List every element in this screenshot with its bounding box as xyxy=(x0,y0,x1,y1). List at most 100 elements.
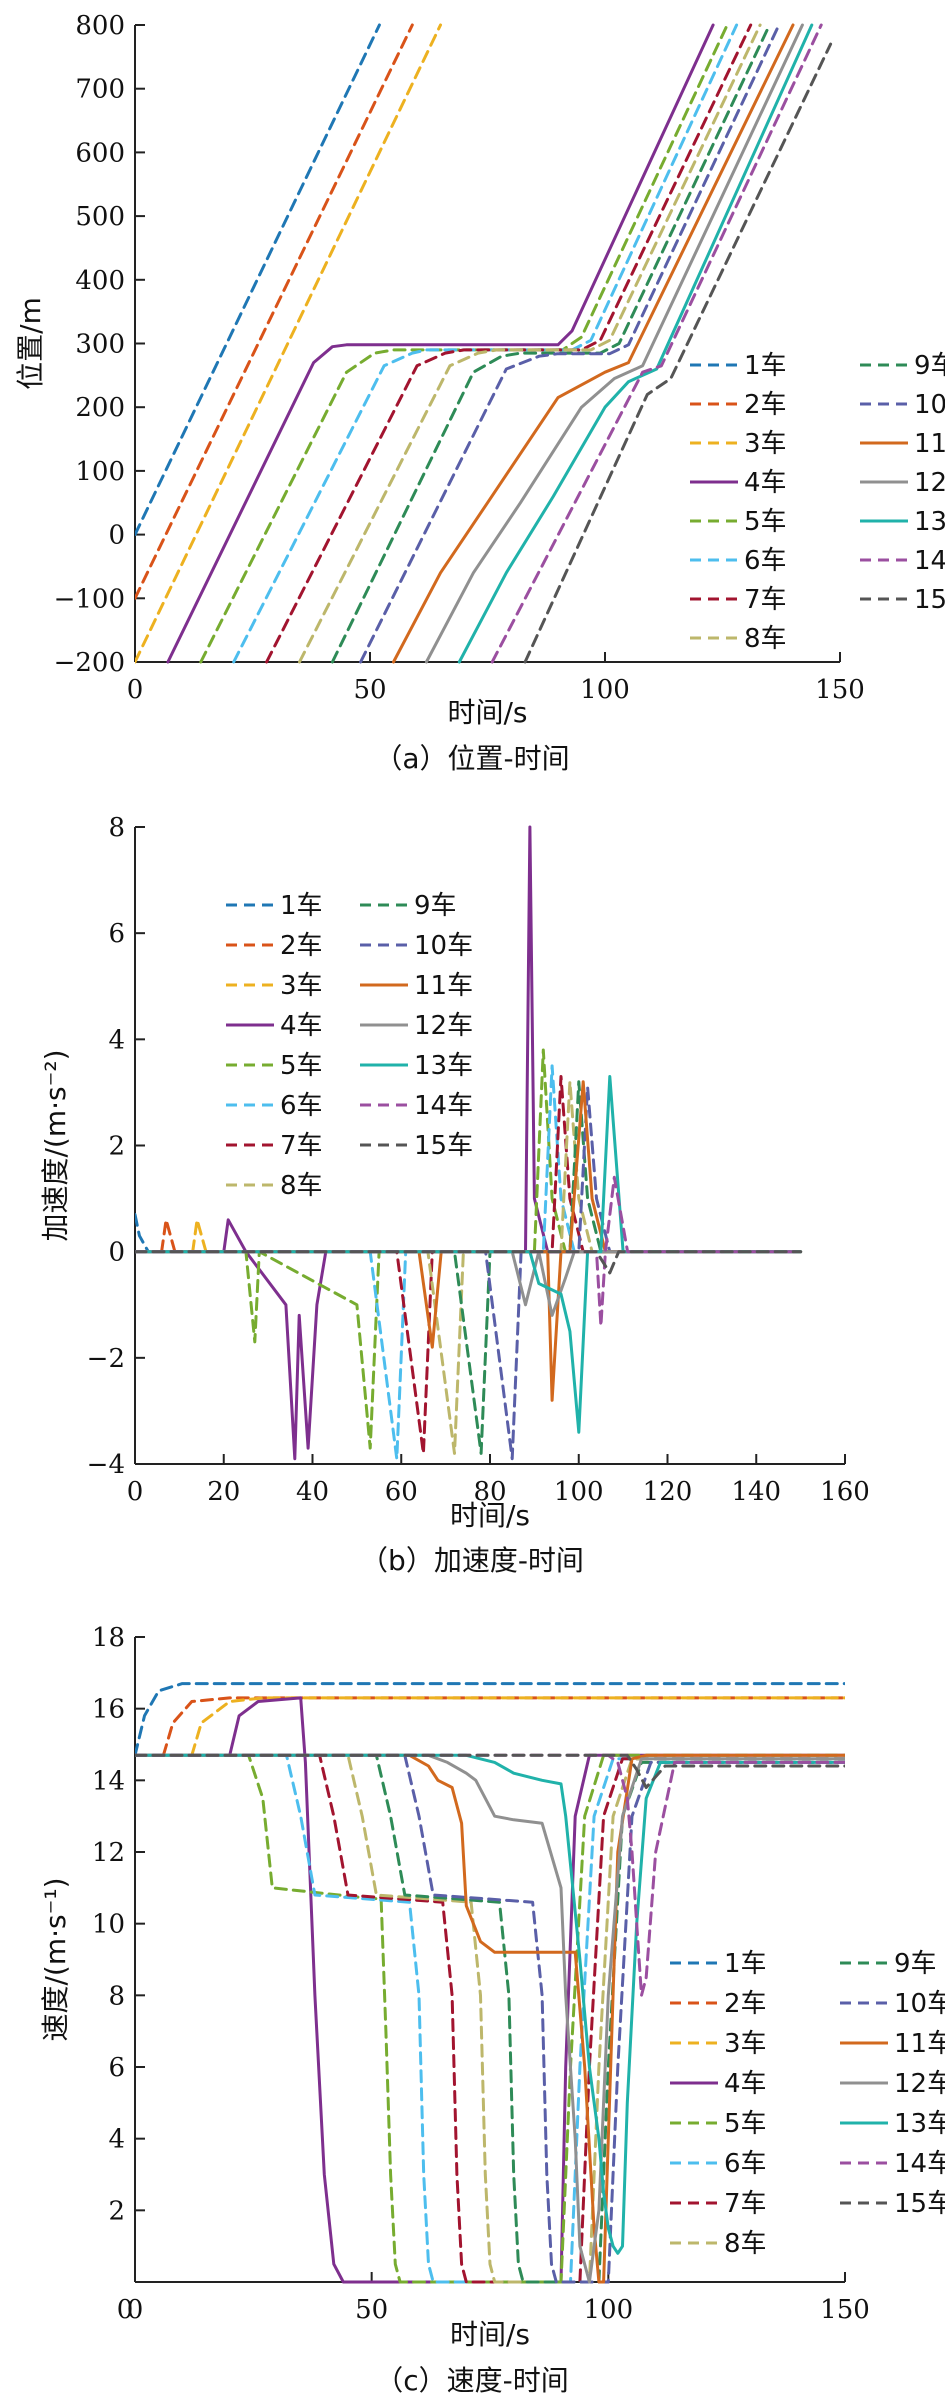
legend-label: 2车 xyxy=(744,390,787,420)
series-line-7 xyxy=(135,1075,803,1455)
series-line-15 xyxy=(135,1753,845,1789)
legend-label: 3车 xyxy=(744,429,787,459)
series-line-8 xyxy=(298,23,762,664)
chart-caption: （c）速度-时间 xyxy=(375,2364,569,2397)
series-line-2 xyxy=(135,23,414,600)
x-tick-label: 120 xyxy=(643,1477,693,1507)
legend-label: 4车 xyxy=(724,2069,767,2099)
y-tick-label: 400 xyxy=(75,266,125,296)
y-tick-label: −4 xyxy=(87,1450,125,1480)
series-line-10 xyxy=(359,23,781,664)
x-tick-label: 60 xyxy=(385,1477,418,1507)
y-tick-label: 14 xyxy=(92,1766,125,1796)
series-line-12 xyxy=(424,23,804,664)
legend-label: 12车 xyxy=(894,2069,945,2099)
legend: 1车 2车 3车 4车 5车 6车 7车 8车 9车 10车 11车 12车 13车 14车 15车 xyxy=(690,351,945,654)
chart-1: 0 50 100 150 −200 −100 0 100 200 300 400 500 600 700 8… xyxy=(14,11,945,775)
x-tick-label: 0 xyxy=(127,2295,144,2325)
y-tick-label: 12 xyxy=(92,1838,125,1868)
y-tick-label: 0 xyxy=(108,1238,125,1268)
series-line-8 xyxy=(135,1753,845,2284)
series-line-10 xyxy=(135,1085,803,1461)
series-line-15 xyxy=(135,1250,803,1275)
legend-label: 13车 xyxy=(914,507,945,537)
legend-label: 10车 xyxy=(414,931,473,961)
x-tick-label: 80 xyxy=(473,1477,506,1507)
x-tick-label: 140 xyxy=(731,1477,781,1507)
legend-label: 5车 xyxy=(280,1051,323,1081)
legend-label: 7车 xyxy=(280,1131,323,1161)
series-line-4 xyxy=(135,825,803,1461)
y-tick-label: 700 xyxy=(75,75,125,105)
y-tick-label: 2 xyxy=(108,2196,125,2226)
series-line-2 xyxy=(161,1696,845,1757)
y-axis-label: 位置/m xyxy=(14,297,47,390)
legend-label: 9车 xyxy=(914,351,945,381)
series-line-3 xyxy=(191,1218,803,1254)
series-line-6 xyxy=(232,23,739,664)
legend-label: 2车 xyxy=(724,1989,767,2019)
x-axis-label: 时间/s xyxy=(450,2318,530,2351)
y-tick-label: 300 xyxy=(75,330,125,360)
y-tick-label: 6 xyxy=(108,919,125,949)
legend-label: 1车 xyxy=(744,351,787,381)
legend-label: 10车 xyxy=(914,390,945,420)
x-tick-label: 50 xyxy=(353,675,386,705)
y-tick-label: 500 xyxy=(75,202,125,232)
chart-caption: （b）加速度-时间 xyxy=(360,1544,584,1577)
x-tick-label: 160 xyxy=(820,1477,870,1507)
series-line-6 xyxy=(135,1753,845,2284)
legend-label: 11车 xyxy=(914,429,945,459)
legend-label: 9车 xyxy=(414,891,457,921)
series-line-1 xyxy=(135,23,381,537)
series-line-5 xyxy=(135,1753,845,2284)
legend-label: 1车 xyxy=(724,1949,767,1979)
x-tick-label: 100 xyxy=(584,2295,634,2325)
legend-label: 8车 xyxy=(724,2229,767,2259)
series-line-9 xyxy=(135,1080,803,1455)
legend-label: 10车 xyxy=(894,1989,945,2019)
legend-label: 7车 xyxy=(744,585,787,615)
legend-label: 15车 xyxy=(894,2189,945,2219)
y-tick-label: 600 xyxy=(75,138,125,168)
legend-label: 8车 xyxy=(280,1171,323,1201)
legend-label: 14车 xyxy=(914,546,945,576)
series-line-1 xyxy=(135,1682,845,1757)
x-tick-label: 40 xyxy=(296,1477,329,1507)
legend-label: 7车 xyxy=(724,2189,767,2219)
series-line-3 xyxy=(135,23,442,664)
series-line-7 xyxy=(265,23,753,664)
y-tick-label: −200 xyxy=(54,648,125,678)
x-tick-label: 150 xyxy=(815,675,865,705)
series-group xyxy=(135,825,803,1461)
legend: 1车 2车 3车 4车 5车 6车 7车 8车 9车 10车 11车 12车 13车 14车 15车 xyxy=(670,1949,945,2259)
x-axis-label: 时间/s xyxy=(447,696,527,729)
legend-label: 11车 xyxy=(414,971,473,1001)
legend-label: 6车 xyxy=(724,2149,767,2179)
legend-label: 8车 xyxy=(744,624,787,654)
y-tick-label: 10 xyxy=(92,1910,125,1940)
legend-label: 5车 xyxy=(724,2109,767,2139)
legend-label: 2车 xyxy=(280,931,323,961)
legend-label: 3车 xyxy=(280,971,323,1001)
y-tick-label: 16 xyxy=(92,1695,125,1725)
legend-label: 4车 xyxy=(744,468,787,498)
x-tick-label: 0 xyxy=(127,1477,144,1507)
legend-label: 12车 xyxy=(414,1011,473,1041)
legend-label: 13车 xyxy=(894,2109,945,2139)
series-line-12 xyxy=(135,1753,845,2284)
chart-3: 0 50 100 150 2 4 6 8 10 12 14 16 18 0 时间/s 速度/(m·s⁻¹) （c… xyxy=(39,1623,945,2397)
x-tick-label: 50 xyxy=(355,2295,388,2325)
y-tick-label: −100 xyxy=(54,584,125,614)
legend: 1车 2车 3车 4车 5车 6车 7车 8车 9车 10车 11车 12车 13车 14车 15车 xyxy=(226,891,473,1201)
y-tick-label: 800 xyxy=(75,11,125,41)
series-line-14 xyxy=(490,23,823,664)
series-line-15 xyxy=(523,42,833,664)
legend-label: 9车 xyxy=(894,1949,937,1979)
series-line-10 xyxy=(135,1753,845,2284)
legend-label: 6车 xyxy=(280,1091,323,1121)
x-tick-label: 0 xyxy=(127,675,144,705)
y-tick-label: 6 xyxy=(108,2053,125,2083)
legend-label: 14车 xyxy=(414,1091,473,1121)
